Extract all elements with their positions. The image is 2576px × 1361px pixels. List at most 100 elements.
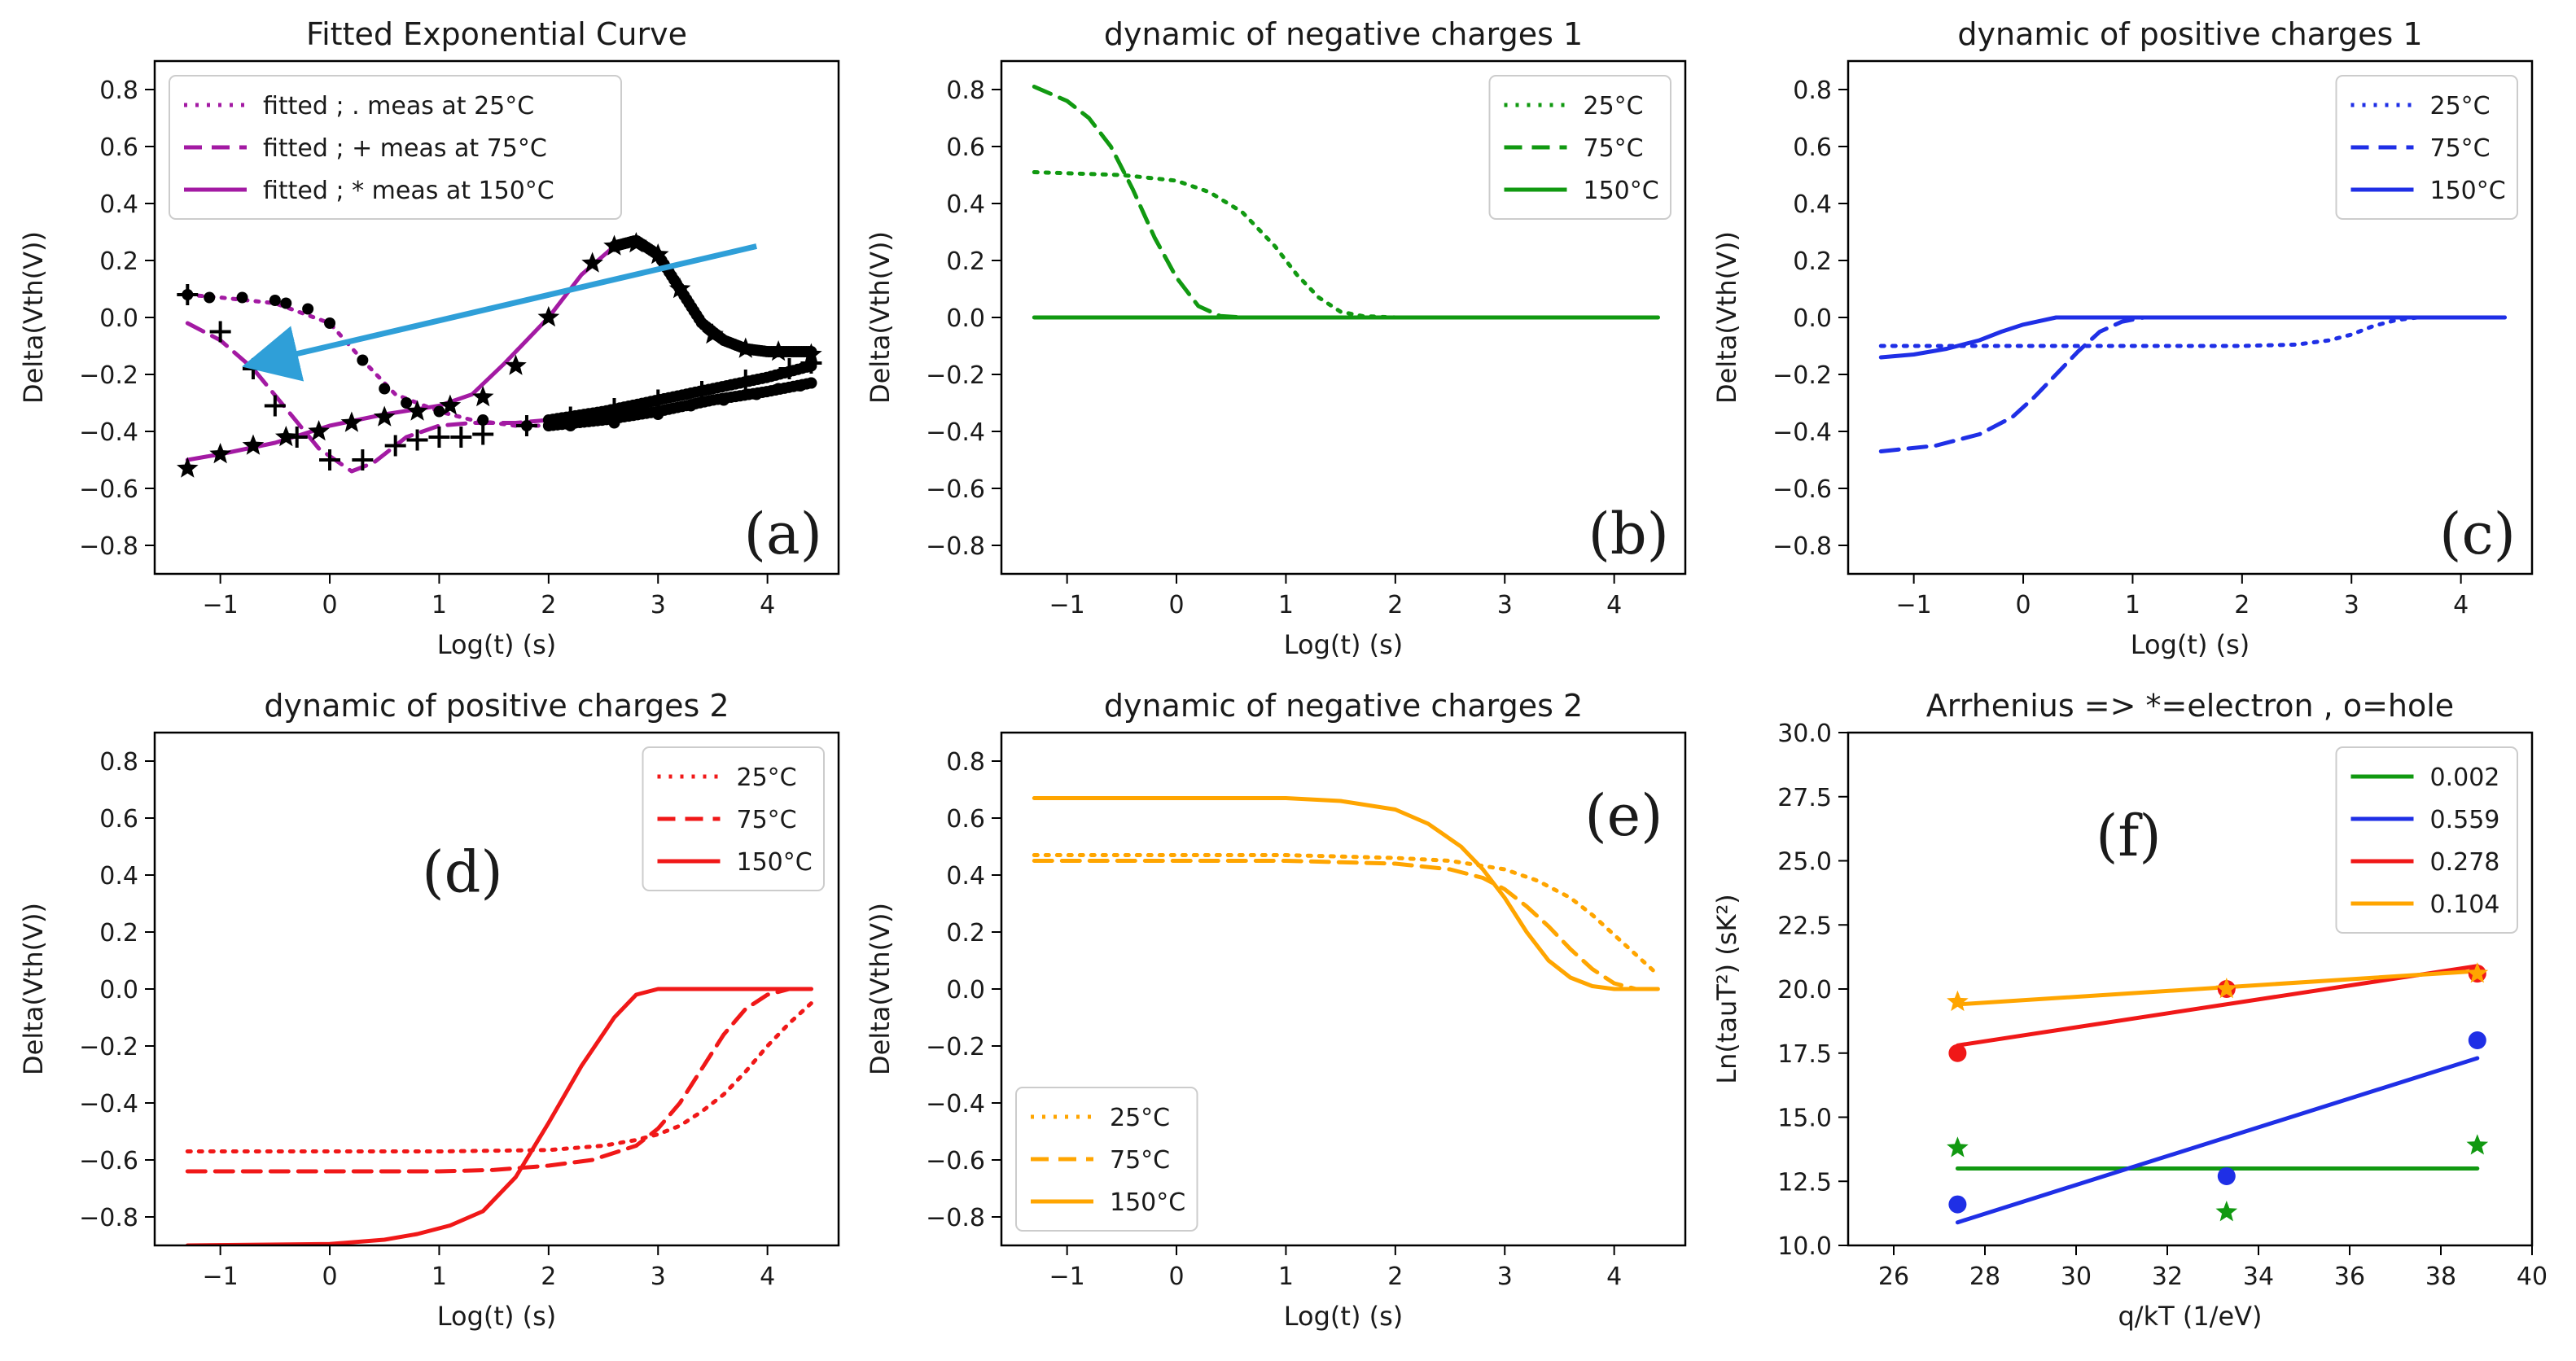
plot-area-c bbox=[1878, 315, 2507, 453]
series-line-e-1 bbox=[1032, 859, 1660, 991]
panel-label-b: (b) bbox=[1588, 501, 1669, 567]
data-point bbox=[450, 427, 472, 448]
series-line-e-2 bbox=[1032, 796, 1660, 991]
x-tick-label: 38 bbox=[2425, 1263, 2456, 1291]
y-tick-label: −0.2 bbox=[1772, 361, 1832, 390]
legend-label: 25°C bbox=[1584, 92, 1644, 120]
legend-label: 0.002 bbox=[2430, 764, 2500, 792]
data-point bbox=[209, 443, 231, 464]
y-tick-label: 10.0 bbox=[1777, 1232, 1832, 1261]
chart-title-f: Arrhenius => *=electron , o=hole bbox=[1926, 688, 2454, 724]
data-point bbox=[702, 323, 724, 344]
x-tick-label: 1 bbox=[1278, 1263, 1294, 1291]
data-point bbox=[581, 252, 603, 273]
data-point bbox=[439, 394, 462, 415]
data-point bbox=[357, 354, 369, 366]
series-line-a-2 bbox=[185, 239, 813, 462]
data-point bbox=[472, 423, 494, 445]
data-point bbox=[734, 337, 757, 358]
series-line-e-0 bbox=[1032, 853, 1660, 977]
data-point bbox=[1948, 1195, 1967, 1214]
x-tick-label: 2 bbox=[541, 591, 556, 619]
legend-b: 25°C 75°C 150°C bbox=[1488, 75, 1671, 220]
x-axis-label-e: Log(t) (s) bbox=[1284, 1301, 1403, 1332]
x-tick-label: 1 bbox=[1278, 591, 1294, 619]
y-tick-label: 0.0 bbox=[99, 304, 138, 333]
y-tick-label: −0.2 bbox=[79, 361, 138, 390]
plot-frame-d bbox=[153, 731, 840, 1247]
y-tick-label: −0.8 bbox=[1772, 532, 1832, 561]
y-tick-label: 15.0 bbox=[1777, 1105, 1832, 1133]
legend-label: 75°C bbox=[2430, 134, 2491, 163]
data-point bbox=[177, 457, 199, 478]
data-point bbox=[209, 321, 231, 343]
y-tick-label: 0.8 bbox=[1793, 77, 1832, 105]
data-point bbox=[269, 295, 281, 306]
data-point bbox=[646, 243, 669, 265]
x-tick-label: 4 bbox=[1606, 591, 1622, 619]
data-point bbox=[515, 415, 537, 436]
legend-label: 25°C bbox=[737, 764, 797, 792]
chart-panel-b: dynamic of negative charges 1 Log(t) (s) D… bbox=[865, 16, 1687, 660]
x-tick-label: 0 bbox=[322, 1263, 337, 1291]
plot-frame-a bbox=[153, 59, 840, 575]
legend-label: 0.559 bbox=[2430, 806, 2500, 834]
y-axis-label-e: Delta(Vth(V)) bbox=[865, 903, 896, 1075]
y-tick-label: −0.2 bbox=[926, 1033, 985, 1061]
data-point bbox=[2466, 962, 2489, 983]
chart-panel-d: dynamic of positive charges 2 Log(t) (s) D… bbox=[18, 688, 840, 1332]
y-tick-label: 0.8 bbox=[946, 748, 985, 777]
y-tick-label: 0.6 bbox=[99, 805, 138, 834]
y-tick-label: −0.6 bbox=[926, 1147, 985, 1175]
x-tick-label: 3 bbox=[1497, 1263, 1513, 1291]
legend-label: 150°C bbox=[737, 848, 813, 877]
legend-label: 75°C bbox=[1584, 134, 1644, 163]
y-tick-label: 0.0 bbox=[946, 976, 985, 1004]
legend-box bbox=[1488, 75, 1671, 220]
x-tick-label: 2 bbox=[1387, 1263, 1403, 1291]
y-tick-label: 0.6 bbox=[99, 133, 138, 162]
plot-area-f bbox=[1947, 962, 2489, 1225]
x-axis-label-a: Log(t) (s) bbox=[437, 629, 556, 660]
legend-a: fitted ; . meas at 25°C fitted ; + meas a… bbox=[169, 75, 622, 220]
y-axis-label-b: Delta(Vth(V)) bbox=[865, 231, 896, 404]
legend-label: 25°C bbox=[2430, 92, 2491, 120]
x-axis-label-b: Log(t) (s) bbox=[1284, 629, 1403, 660]
y-tick-label: 0.4 bbox=[1793, 190, 1832, 219]
data-point bbox=[559, 406, 581, 428]
series-line-c-1 bbox=[1878, 315, 2507, 453]
x-tick-label: 0 bbox=[2015, 591, 2031, 619]
x-tick-label: 4 bbox=[760, 1263, 775, 1291]
series-line-c-2 bbox=[1878, 315, 2507, 360]
y-tick-label: −0.6 bbox=[79, 475, 138, 504]
y-tick-label: −0.6 bbox=[926, 475, 985, 504]
y-tick-label: 0.8 bbox=[99, 77, 138, 105]
legend-label: fitted ; * meas at 150°C bbox=[263, 177, 554, 205]
panel-label-f: (f) bbox=[2096, 803, 2162, 869]
y-tick-label: −0.4 bbox=[1772, 418, 1832, 447]
y-tick-label: 25.0 bbox=[1777, 848, 1832, 877]
data-point bbox=[773, 383, 785, 395]
data-point bbox=[373, 405, 396, 427]
y-axis-label-c: Delta(Vth(V)) bbox=[1711, 231, 1742, 404]
data-point bbox=[264, 395, 286, 417]
y-tick-label: 0.0 bbox=[946, 304, 985, 333]
series-line-d-2 bbox=[185, 987, 813, 1245]
y-tick-label: 0.2 bbox=[99, 247, 138, 276]
y-tick-label: −0.4 bbox=[79, 418, 138, 447]
legend-label: 0.104 bbox=[2430, 891, 2500, 919]
y-tick-label: 0.4 bbox=[946, 190, 985, 219]
data-point bbox=[406, 400, 428, 421]
x-tick-label: 3 bbox=[651, 1263, 666, 1291]
legend-label: 150°C bbox=[1584, 177, 1659, 205]
y-tick-label: −0.4 bbox=[79, 1090, 138, 1118]
data-point bbox=[236, 291, 248, 304]
data-point bbox=[428, 427, 450, 448]
x-tick-label: 1 bbox=[432, 591, 447, 619]
y-tick-label: 0.0 bbox=[99, 976, 138, 1004]
y-tick-label: 12.5 bbox=[1777, 1168, 1832, 1197]
x-tick-label: 32 bbox=[2152, 1263, 2183, 1291]
y-tick-label: 22.5 bbox=[1777, 912, 1832, 940]
y-tick-label: −0.6 bbox=[1772, 475, 1832, 504]
plot-frame-e bbox=[1000, 731, 1687, 1247]
